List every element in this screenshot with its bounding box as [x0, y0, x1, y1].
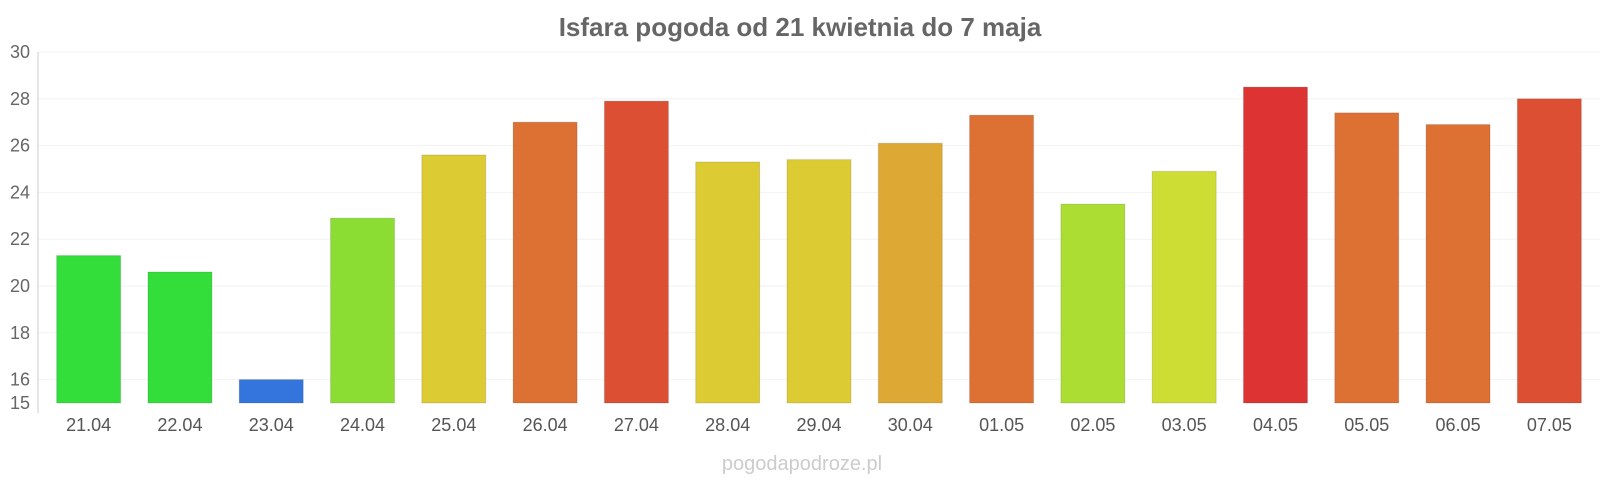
x-tick-label: 26.04	[523, 415, 568, 435]
bar-03.05	[1151, 170, 1217, 404]
y-tick-label: 26	[10, 136, 30, 156]
bar-07.05	[1516, 98, 1582, 404]
y-tick-label: 28	[10, 89, 30, 109]
x-tick-label: 01.05	[979, 415, 1024, 435]
x-tick-label: 21.04	[66, 415, 111, 435]
bar-24.04	[330, 217, 396, 404]
x-tick-label: 27.04	[614, 415, 659, 435]
x-tick-label: 22.04	[157, 415, 202, 435]
y-tick-label: 22	[10, 229, 30, 249]
x-tick-label: 07.05	[1527, 415, 1572, 435]
bar-22.04	[147, 271, 213, 404]
x-tick-label: 29.04	[796, 415, 841, 435]
bar-06.05	[1425, 124, 1491, 404]
chart-title: Isfara pogoda od 21 kwietnia do 7 maja	[559, 12, 1042, 42]
x-tick-label: 02.05	[1070, 415, 1115, 435]
y-tick-label: 24	[10, 182, 30, 202]
bar-02.05	[1060, 203, 1126, 404]
bar-27.04	[603, 100, 669, 404]
source-watermark: pogodapodroze.pl	[722, 453, 882, 475]
bar-29.04	[786, 159, 852, 404]
bar-01.05	[969, 114, 1035, 404]
y-tick-label: 18	[10, 323, 30, 343]
bar-26.04	[512, 121, 578, 404]
x-tick-label: 03.05	[1162, 415, 1207, 435]
bar-23.04	[238, 379, 304, 404]
bar-30.04	[877, 142, 943, 404]
x-axis-ticks: 21.04 22.04 23.04 24.04 25.04 26.04 27.04 28.04…	[66, 415, 1572, 435]
bars	[56, 86, 1582, 404]
y-axis-ticks: 15 16 18 20 22 24 26 28 30	[10, 42, 30, 413]
bar-28.04	[695, 161, 761, 404]
x-tick-label: 30.04	[888, 415, 933, 435]
x-tick-label: 23.04	[249, 415, 294, 435]
x-tick-label: 24.04	[340, 415, 385, 435]
y-tick-label: 15	[10, 393, 30, 413]
bar-04.05	[1242, 86, 1308, 404]
x-tick-label: 05.05	[1344, 415, 1389, 435]
y-tick-label: 20	[10, 276, 30, 296]
bar-05.05	[1334, 112, 1400, 404]
x-tick-label: 28.04	[705, 415, 750, 435]
x-tick-label: 25.04	[431, 415, 476, 435]
bar-25.04	[421, 154, 487, 404]
y-tick-label: 16	[10, 370, 30, 390]
bar-21.04	[56, 255, 122, 404]
y-tick-label: 30	[10, 42, 30, 62]
x-tick-label: 06.05	[1436, 415, 1481, 435]
x-tick-label: 04.05	[1253, 415, 1298, 435]
